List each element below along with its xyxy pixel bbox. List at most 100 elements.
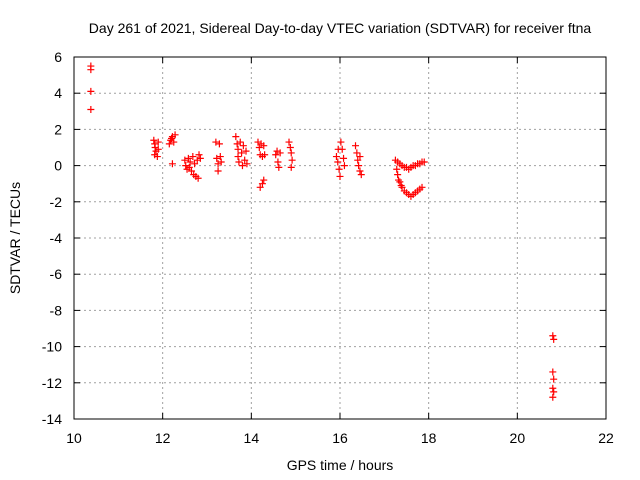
data-point xyxy=(549,368,557,376)
data-point xyxy=(273,147,281,155)
data-point xyxy=(285,138,293,146)
data-point xyxy=(335,165,343,173)
x-tick-label: 14 xyxy=(244,430,260,446)
data-point xyxy=(340,162,348,170)
data-point xyxy=(235,158,243,166)
data-point xyxy=(550,388,558,396)
x-tick-label: 12 xyxy=(155,430,171,446)
data-point xyxy=(154,145,162,153)
data-point xyxy=(275,163,283,171)
data-point xyxy=(191,160,199,168)
data-point xyxy=(549,332,557,340)
y-tick-label: -12 xyxy=(42,375,62,391)
data-point xyxy=(334,145,342,153)
data-point xyxy=(260,142,268,150)
y-tick-label: 2 xyxy=(54,121,62,137)
data-point xyxy=(243,160,251,168)
data-point xyxy=(352,142,360,150)
y-tick-label: -14 xyxy=(42,411,62,427)
data-point xyxy=(187,167,195,175)
data-point xyxy=(255,144,263,151)
data-point xyxy=(254,138,262,146)
x-axis-label: GPS time / hours xyxy=(287,457,394,473)
data-point xyxy=(340,154,348,162)
data-point xyxy=(287,149,295,157)
data-point xyxy=(217,158,225,166)
data-point xyxy=(286,144,294,151)
data-point xyxy=(181,156,189,164)
data-point xyxy=(87,66,95,74)
data-point xyxy=(238,162,246,170)
data-point xyxy=(353,149,361,157)
data-point xyxy=(261,151,269,159)
y-tick-label: 4 xyxy=(54,85,62,101)
data-point xyxy=(337,138,345,146)
x-tick-label: 18 xyxy=(421,430,437,446)
data-point xyxy=(165,140,173,148)
data-point xyxy=(394,171,402,179)
x-tick-labels: 10 12 14 16 18 20 22 xyxy=(66,430,614,446)
data-point xyxy=(356,167,364,175)
data-point xyxy=(168,160,176,168)
data-point xyxy=(550,375,558,383)
data-point xyxy=(242,147,250,155)
data-point xyxy=(239,142,247,150)
data-point xyxy=(212,138,220,146)
data-point xyxy=(215,140,223,148)
data-point xyxy=(288,156,296,164)
data-point xyxy=(420,158,428,166)
data-point xyxy=(194,174,202,182)
data-point xyxy=(171,131,179,139)
data-point xyxy=(234,153,242,161)
data-point xyxy=(189,153,197,161)
data-point xyxy=(549,384,557,392)
data-point xyxy=(238,149,246,157)
data-point xyxy=(260,176,268,184)
data-point xyxy=(258,180,266,188)
data-point xyxy=(272,151,280,159)
data-point xyxy=(195,151,203,159)
x-tick-label: 20 xyxy=(510,430,526,446)
data-point xyxy=(154,138,162,146)
data-point xyxy=(274,158,282,166)
data-point xyxy=(150,136,158,144)
data-point xyxy=(334,158,342,166)
data-point xyxy=(87,105,95,113)
y-tick-labels: -14 -12 -10 -8 -6 -4 -2 0 2 4 6 xyxy=(42,49,62,427)
y-tick-label: -2 xyxy=(50,194,63,210)
data-point xyxy=(549,393,557,401)
x-tick-label: 22 xyxy=(598,430,614,446)
x-tick-label: 10 xyxy=(66,430,82,446)
data-point xyxy=(234,145,242,153)
data-point xyxy=(184,154,192,162)
data-point xyxy=(213,154,221,162)
axis-ticks xyxy=(73,56,607,420)
data-point xyxy=(167,136,175,144)
data-point xyxy=(216,153,224,161)
data-points xyxy=(87,62,558,401)
y-tick-label: 0 xyxy=(54,158,62,174)
data-point xyxy=(357,171,365,179)
y-tick-label: -8 xyxy=(50,302,63,318)
x-tick-label: 16 xyxy=(332,430,348,446)
data-point xyxy=(332,153,340,161)
data-point xyxy=(153,153,161,161)
chart-title: Day 261 of 2021, Sidereal Day-to-day VTE… xyxy=(89,20,592,36)
data-point xyxy=(276,149,284,157)
data-point xyxy=(550,335,558,343)
data-point xyxy=(355,162,363,170)
y-tick-label: -6 xyxy=(50,266,63,282)
data-point xyxy=(354,156,362,164)
data-point xyxy=(214,160,222,168)
data-point xyxy=(232,133,240,141)
data-point xyxy=(393,165,401,173)
data-point xyxy=(186,158,194,166)
data-point xyxy=(418,183,426,191)
y-tick-label: -4 xyxy=(50,230,63,246)
data-point xyxy=(396,178,404,186)
data-point xyxy=(356,153,364,161)
data-point xyxy=(87,87,95,95)
data-point xyxy=(256,183,264,191)
data-point xyxy=(214,167,222,175)
data-point xyxy=(398,183,406,191)
